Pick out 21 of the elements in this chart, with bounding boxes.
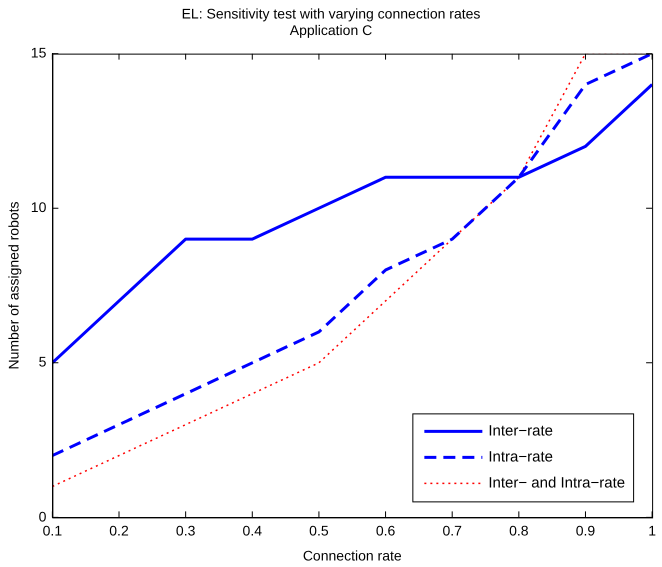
x-tick-label: 0.5 bbox=[309, 522, 329, 539]
legend-label: Inter− and Intra−rate bbox=[488, 474, 626, 492]
chart-subtitle: Application C bbox=[290, 22, 372, 38]
x-tick-label: 0.2 bbox=[109, 522, 129, 539]
x-tick-label: 0.3 bbox=[176, 522, 196, 539]
x-tick-label: 0.6 bbox=[376, 522, 396, 539]
legend-label: Intra−rate bbox=[488, 448, 553, 466]
y-tick-label: 0 bbox=[38, 508, 47, 524]
x-tick-label: 0.8 bbox=[509, 522, 529, 539]
legend-label: Inter−rate bbox=[488, 422, 553, 440]
x-axis-title: Connection rate bbox=[302, 547, 402, 564]
y-tick-label: 15 bbox=[30, 44, 47, 60]
x-tick-label: 0.1 bbox=[42, 522, 62, 539]
y-tick-label: 10 bbox=[30, 199, 47, 216]
x-tick-label: 1 bbox=[648, 522, 656, 539]
y-axis-title: Number of assigned robots bbox=[5, 201, 22, 370]
y-tick-label: 5 bbox=[38, 354, 47, 370]
x-tick-label: 0.9 bbox=[576, 522, 596, 539]
x-tick-label: 0.7 bbox=[442, 522, 462, 539]
x-tick-label: 0.4 bbox=[242, 522, 262, 539]
chart-title: EL: Sensitivity test with varying connection rates bbox=[182, 5, 480, 22]
